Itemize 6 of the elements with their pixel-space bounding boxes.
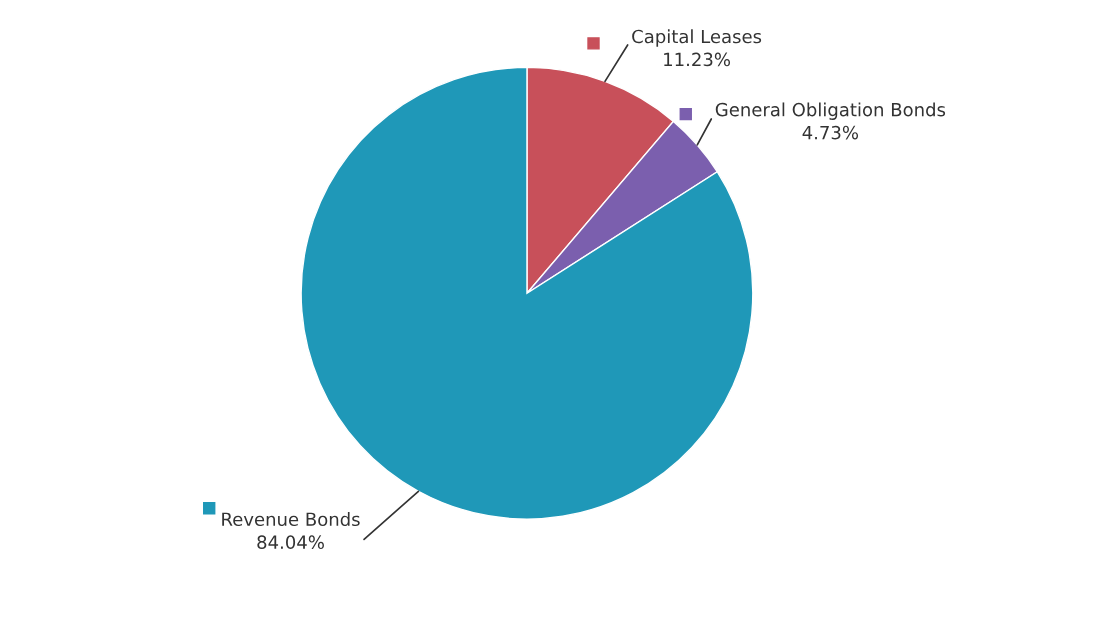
legend-label: Revenue Bonds bbox=[222, 512, 360, 527]
legend-label: Capital Leases bbox=[632, 29, 762, 47]
data-label: 11.23% bbox=[664, 52, 731, 67]
legend-label: General Obligation Bonds bbox=[715, 102, 946, 120]
data-label: 84.04% bbox=[257, 535, 324, 550]
data-label: 4.73% bbox=[802, 125, 859, 140]
